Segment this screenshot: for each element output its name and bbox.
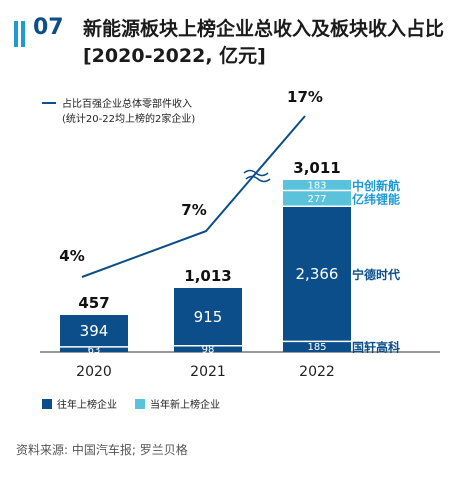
line-value-label: 4% — [59, 247, 84, 265]
line-value-label: 17% — [287, 88, 323, 106]
bar-segment — [283, 206, 351, 342]
legend: 往年上榜企业 当年新上榜企业 — [42, 396, 220, 411]
bar-segment — [174, 345, 242, 352]
legend-swatch-existing — [42, 398, 52, 409]
line-legend-note: (统计20-22均上榜的2家企业) — [62, 112, 195, 125]
bar-total-label: 457 — [78, 294, 109, 312]
axis-break-mark — [243, 169, 269, 177]
segment-value-label: 277 — [307, 194, 326, 205]
line-value-label: 7% — [181, 201, 206, 219]
legend-item-new: 当年新上榜企业 — [135, 396, 220, 411]
bar-total-label: 1,013 — [184, 267, 231, 285]
company-label: 宁德时代 — [352, 267, 400, 282]
bar-total-label: 3,011 — [293, 159, 340, 177]
legend-item-existing: 往年上榜企业 — [42, 396, 117, 411]
legend-label-existing: 往年上榜企业 — [57, 400, 117, 411]
bar-segment — [283, 190, 351, 207]
segment-value-label: 98 — [202, 344, 215, 355]
accent-bars-icon — [14, 21, 28, 47]
line-legend-label: 占比百强企业总体零部件收入 — [62, 97, 192, 110]
axis-break-mark — [245, 175, 271, 183]
company-label: 国轩高科 — [352, 340, 400, 355]
company-label: 中创新航 — [352, 178, 400, 193]
bar-segment — [60, 315, 128, 347]
bar-segment — [174, 288, 242, 346]
segment-value-label: 915 — [194, 308, 223, 326]
segment-value-label: 2,366 — [296, 265, 339, 283]
chart-number: 07 — [33, 15, 64, 40]
bar-segment — [283, 180, 351, 191]
legend-label-new: 当年新上榜企业 — [150, 400, 220, 411]
company-label: 亿纬锂能 — [352, 191, 400, 206]
x-tick-label: 2020 — [76, 364, 112, 380]
bar-segment — [283, 341, 351, 352]
bar-segment — [60, 346, 128, 352]
share-line — [81, 115, 306, 278]
segment-value-label: 183 — [307, 181, 326, 192]
segment-value-label: 185 — [307, 342, 326, 353]
segment-value-label: 394 — [80, 322, 109, 340]
source-note: 资料来源: 中国汽车报; 罗兰贝格 — [16, 443, 188, 457]
segment-value-label: 63 — [88, 345, 101, 356]
legend-swatch-new — [135, 398, 145, 409]
chart-title: 新能源板块上榜企业总收入及板块收入占比 [2020-2022, 亿元] — [83, 18, 445, 67]
x-tick-label: 2022 — [299, 364, 335, 380]
x-tick-label: 2021 — [190, 364, 226, 380]
